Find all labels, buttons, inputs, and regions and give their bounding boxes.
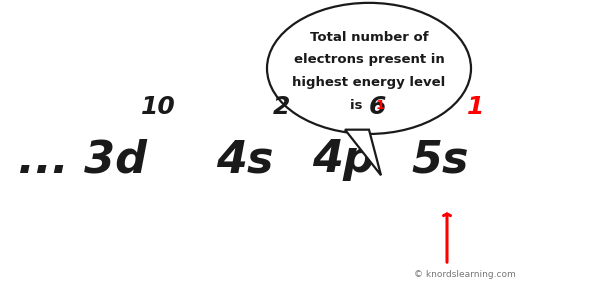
Polygon shape — [345, 130, 381, 175]
Text: highest energy level: highest energy level — [292, 76, 446, 89]
Text: is: is — [350, 99, 367, 112]
Text: 2: 2 — [273, 95, 290, 119]
Ellipse shape — [267, 3, 471, 134]
Text: 10: 10 — [141, 95, 176, 119]
Text: © knordslearning.com: © knordslearning.com — [414, 270, 516, 279]
Text: 1: 1 — [375, 99, 385, 112]
Text: 4p: 4p — [312, 138, 375, 181]
Text: 4s: 4s — [216, 138, 274, 181]
Text: ... 3d: ... 3d — [18, 138, 147, 181]
Text: Total number of: Total number of — [310, 30, 428, 44]
Text: 6: 6 — [369, 95, 386, 119]
Text: electrons present in: electrons present in — [293, 53, 445, 66]
Text: 5s: 5s — [411, 138, 469, 181]
Text: 1: 1 — [467, 95, 484, 119]
